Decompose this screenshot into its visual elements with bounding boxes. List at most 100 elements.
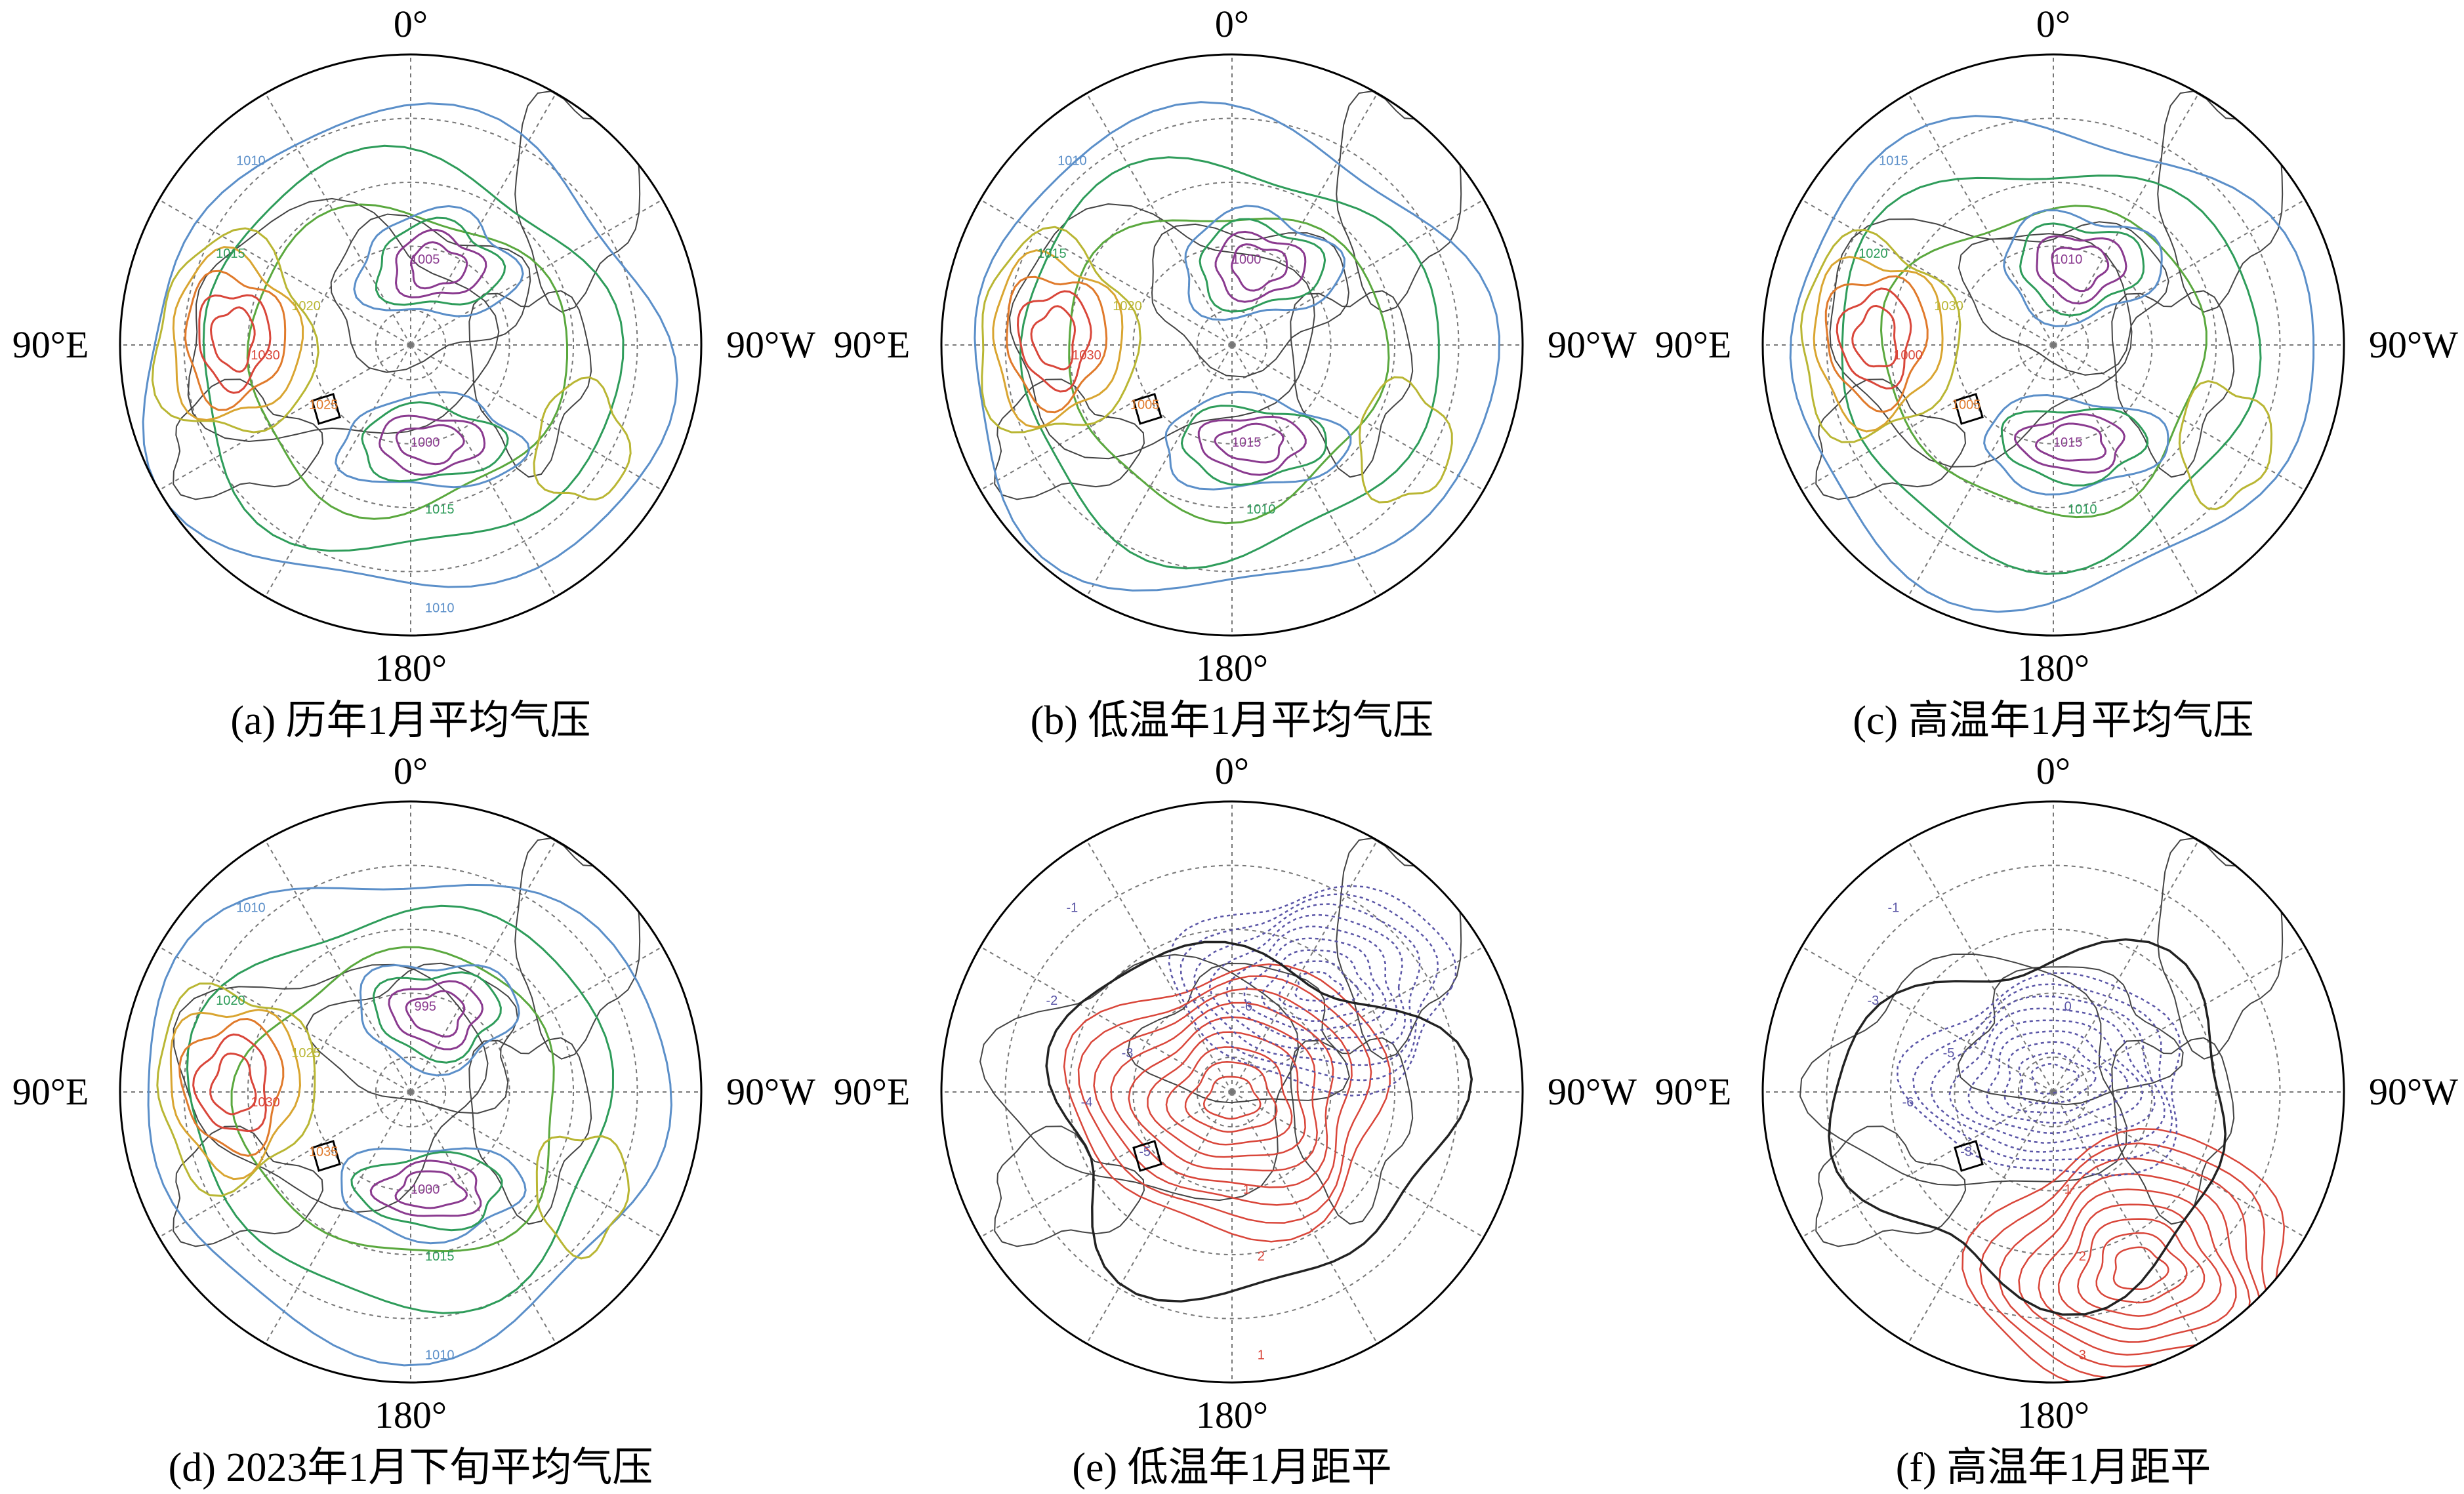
contour-value-label: 1010 bbox=[236, 153, 266, 168]
anomaly-negative-contour bbox=[1225, 925, 1398, 1041]
contour-value-label: 1000 bbox=[1232, 252, 1262, 267]
anomaly-zero-line bbox=[1045, 940, 1473, 1302]
latitude-circle bbox=[1889, 181, 2217, 509]
meridian-line bbox=[1231, 344, 1485, 491]
polar-map: 1010 1015 1020 1030 1005 1000 1015 1010 bbox=[940, 53, 1524, 637]
isobar-high bbox=[1813, 256, 1944, 433]
meridian-line bbox=[410, 92, 557, 346]
meridian-line bbox=[1231, 839, 1378, 1093]
isobar-low bbox=[405, 990, 466, 1038]
isobar bbox=[142, 102, 678, 588]
contour-value-label: 3 bbox=[2079, 1348, 2086, 1363]
contour-value-label: 1000 bbox=[411, 435, 440, 450]
contour-value-label: 1020 bbox=[1858, 247, 1888, 261]
contour-value-label: 1000 bbox=[1893, 348, 1923, 363]
meridian-line bbox=[2053, 1091, 2306, 1238]
anomaly-negative-contour bbox=[1986, 1030, 2129, 1124]
latitude-circle bbox=[183, 117, 638, 573]
meridian-line bbox=[1907, 92, 2054, 346]
isobar-low bbox=[1197, 415, 1307, 476]
contour-value-label: 1 bbox=[2064, 1182, 2072, 1197]
anomaly-negative-contour bbox=[2018, 1052, 2097, 1104]
polar-map: 1010 1015 1020 1030 1025 1005 1000 1015 1010 bbox=[119, 53, 703, 637]
contour-value-label: 1 bbox=[1243, 1182, 1250, 1197]
map-border bbox=[1761, 53, 2345, 637]
isobar-low bbox=[2034, 422, 2107, 462]
isobar bbox=[1841, 174, 2262, 575]
isobar bbox=[1068, 217, 1390, 525]
map-content: 1015 1020 1030 1000 1005 1010 1015 1010 bbox=[1763, 54, 2344, 636]
anomaly-positive-contour bbox=[1961, 1128, 2286, 1383]
study-region-box bbox=[1954, 1140, 1984, 1172]
contour-value-label: 1010 bbox=[425, 601, 455, 616]
anomaly-negative-contour bbox=[1929, 995, 2166, 1153]
latitude-circle bbox=[247, 928, 575, 1256]
meridian-line bbox=[2053, 1091, 2200, 1344]
isobar-high bbox=[184, 270, 287, 411]
coastline bbox=[994, 378, 1145, 500]
isobar-high bbox=[198, 294, 272, 394]
coastline bbox=[1336, 91, 1462, 313]
anomaly-positive-contour bbox=[1184, 1061, 1278, 1133]
contour-value-label: -1 bbox=[1066, 900, 1078, 915]
anomaly-negative-contour bbox=[1278, 960, 1360, 1012]
anomaly-positive-contour bbox=[1063, 963, 1391, 1243]
map-border bbox=[940, 800, 1524, 1384]
panel-caption: (f) 高温年1月距平 bbox=[1895, 1445, 2211, 1490]
map-panel: 1015 1020 1030 1000 1005 1010 1015 1010 0° 180° 90… bbox=[1643, 0, 2464, 747]
contour-value-label: 1015 bbox=[1037, 247, 1067, 261]
meridian-line bbox=[979, 946, 1233, 1093]
axis-label-bottom: 180° bbox=[2017, 647, 2090, 689]
contour-value-label: 1000 bbox=[411, 1182, 440, 1197]
anomaly-positive-contour bbox=[1077, 975, 1372, 1224]
axis-label-bottom: 180° bbox=[2017, 1394, 2090, 1436]
isobar-low bbox=[2003, 209, 2163, 328]
map-panel: -1 -2 -3 -4 -5 -6 1 2 1 0° 180° 90°E 90°W (e) 低温年1月距平 bbox=[821, 747, 1643, 1494]
anomaly-positive-contour bbox=[2112, 1246, 2169, 1290]
meridian-line bbox=[1086, 839, 1233, 1093]
coastline bbox=[1290, 1037, 1414, 1225]
meridian-line bbox=[1086, 92, 1233, 346]
coastline bbox=[979, 954, 1300, 1201]
coastline bbox=[994, 1125, 1145, 1247]
panel-caption: (b) 低温年1月平均气压 bbox=[1030, 698, 1434, 743]
isobar-high bbox=[1836, 287, 1912, 390]
contour-value-label: 1015 bbox=[1232, 435, 1262, 450]
contour-value-label: 1010 bbox=[2053, 252, 2083, 267]
isobar-high bbox=[192, 1033, 267, 1133]
meridian-line bbox=[1231, 92, 1378, 346]
anomaly-positive-contour bbox=[2057, 1203, 2222, 1331]
isobar-low bbox=[1164, 390, 1352, 491]
isobar-low bbox=[394, 229, 487, 298]
anomaly-positive-contour bbox=[1202, 1076, 1262, 1120]
isobar-low bbox=[379, 414, 486, 476]
map-border bbox=[119, 800, 703, 1384]
anomaly-positive-contour bbox=[1110, 1001, 1334, 1188]
polar-map: 1015 1020 1030 1000 1005 1010 1015 1010 bbox=[1761, 53, 2345, 637]
study-region-box bbox=[1132, 1140, 1162, 1172]
latitude-circle bbox=[1004, 864, 1460, 1320]
axis-label-top: 0° bbox=[2036, 3, 2071, 45]
anomaly-negative-contour bbox=[2003, 1041, 2113, 1114]
isobar-low bbox=[335, 391, 531, 489]
contour-value-label: 1030 bbox=[1072, 348, 1101, 363]
isobar-high bbox=[151, 227, 319, 434]
meridian-line bbox=[2053, 839, 2200, 1093]
meridian-line bbox=[1231, 946, 1485, 1093]
axis-label-right: 90°W bbox=[726, 1070, 815, 1113]
isobar-high bbox=[1016, 290, 1092, 393]
meridian-line bbox=[1907, 839, 2054, 1093]
anomaly-positive-contour bbox=[2077, 1218, 2206, 1317]
polar-map: 1010 1020 1025 1030 1035 995 1000 1015 1010 bbox=[119, 800, 703, 1384]
meridian-line bbox=[264, 839, 411, 1093]
isobar bbox=[1879, 205, 2207, 519]
isobar-low bbox=[375, 216, 506, 306]
meridian-line bbox=[1801, 946, 2054, 1093]
isobar bbox=[246, 203, 568, 520]
axis-label-left: 90°E bbox=[1654, 1070, 1732, 1113]
coastline bbox=[2111, 1037, 2235, 1225]
isobar-low bbox=[359, 963, 520, 1077]
axis-label-right: 90°W bbox=[1548, 1070, 1637, 1113]
anomaly-negative-contour bbox=[1967, 1019, 2144, 1135]
contour-value-label: 1015 bbox=[1879, 153, 1908, 168]
